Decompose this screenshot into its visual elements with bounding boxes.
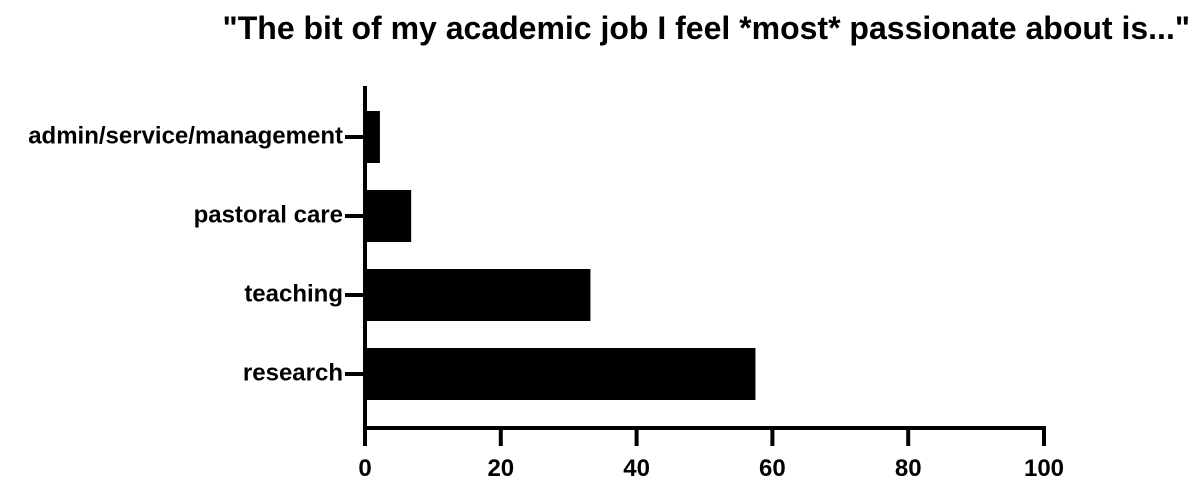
bar bbox=[365, 348, 756, 400]
x-tick-label: 20 bbox=[487, 455, 514, 480]
bars-group bbox=[365, 111, 756, 400]
chart-title: "The bit of my academic job I feel *most… bbox=[222, 10, 1190, 46]
axes-group bbox=[345, 86, 1046, 446]
x-tick-label: 80 bbox=[895, 455, 922, 480]
category-label: admin/service/management bbox=[28, 122, 343, 149]
category-label: teaching bbox=[244, 280, 343, 307]
x-tick-label: 0 bbox=[358, 455, 371, 480]
x-tick-label: 100 bbox=[1024, 455, 1064, 480]
category-label: research bbox=[243, 359, 343, 386]
labels-group: admin/service/management pastoral care tea… bbox=[28, 122, 1064, 480]
category-label: pastoral care bbox=[194, 201, 343, 228]
x-tick-label: 60 bbox=[759, 455, 786, 480]
bar bbox=[365, 111, 380, 163]
x-tick-label: 40 bbox=[623, 455, 650, 480]
bar bbox=[365, 190, 412, 242]
bar bbox=[365, 269, 591, 321]
